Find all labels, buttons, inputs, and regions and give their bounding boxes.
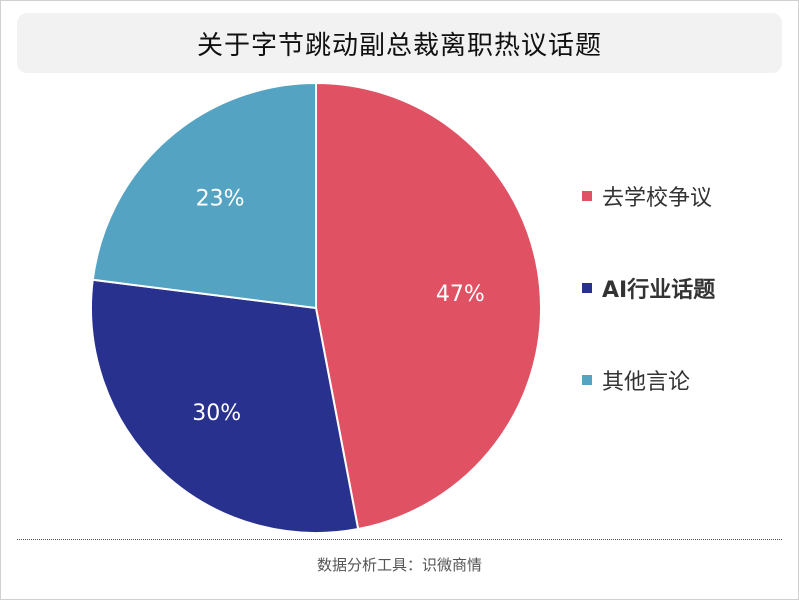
legend-swatch-0 xyxy=(582,191,592,201)
legend-label-2: 其他言论 xyxy=(602,370,691,395)
legend-item-1: AI行业话题 xyxy=(582,270,782,306)
pie-slice-0 xyxy=(315,81,542,531)
legend-label-1: AI行业话题 xyxy=(602,278,716,303)
title-banner: 关于字节跳动副总裁离职热议话题 xyxy=(17,13,782,73)
legend-label-0: 去学校争议 xyxy=(602,186,713,211)
pie-slice-2 xyxy=(91,81,317,310)
pie-data-labels: 47% 30% 23% xyxy=(192,187,485,426)
legend-swatch-1 xyxy=(582,283,592,293)
legend-item-0: 去学校争议 xyxy=(582,178,782,214)
pie-data-label-2: 23% xyxy=(196,187,245,212)
pie-slice-1 xyxy=(90,278,360,534)
legend: 去学校争议 AI行业话题 其他言论 xyxy=(582,178,782,454)
legend-item-2: 其他言论 xyxy=(582,362,782,398)
legend-swatch-2 xyxy=(582,375,592,385)
footer-source: 数据分析工具：识微商情 xyxy=(316,556,482,574)
chart-title: 关于字节跳动副总裁离职热议话题 xyxy=(196,30,602,61)
footer-divider xyxy=(17,539,782,540)
pie-slices xyxy=(90,81,542,534)
pie-data-label-1: 30% xyxy=(192,401,241,426)
pie-data-label-0: 47% xyxy=(436,282,485,307)
